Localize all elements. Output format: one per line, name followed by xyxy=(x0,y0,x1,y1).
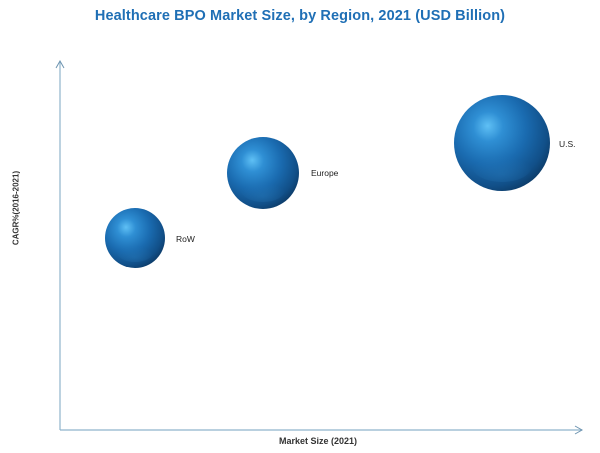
bubble-row xyxy=(105,208,165,268)
bubble-label-europe: Europe xyxy=(311,168,339,178)
x-axis-label: Market Size (2021) xyxy=(278,436,358,446)
x-axis xyxy=(60,425,584,435)
y-axis xyxy=(55,59,65,430)
bubble-label-row: RoW xyxy=(176,234,195,244)
chart-title: Healthcare BPO Market Size, by Region, 2… xyxy=(94,8,506,24)
bubble-us xyxy=(454,95,550,191)
y-axis-arrow-icon xyxy=(55,59,65,69)
y-axis-label: CAGR%(2016-2021) xyxy=(11,170,21,246)
bubble-label-us: U.S. xyxy=(559,139,576,149)
x-axis-arrow-icon xyxy=(574,425,584,435)
bubble-europe xyxy=(227,137,299,209)
